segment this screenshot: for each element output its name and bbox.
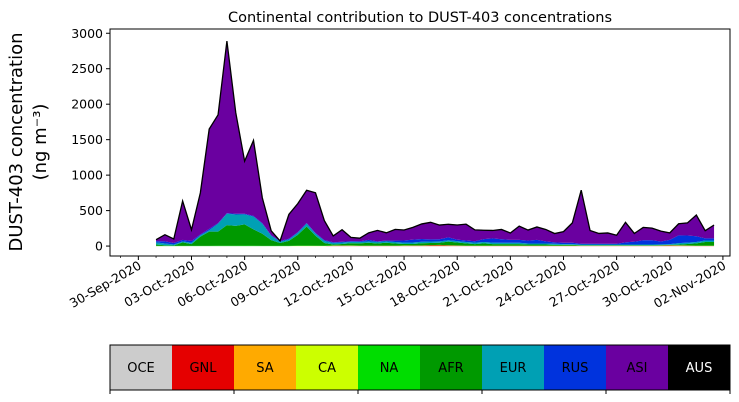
area-ca bbox=[156, 245, 715, 247]
legend-label-rus: RUS bbox=[562, 361, 589, 376]
legend-label-asi: ASI bbox=[627, 361, 648, 376]
area-na bbox=[156, 244, 715, 247]
chart-title: Continental contribution to DUST-403 con… bbox=[228, 10, 612, 26]
y-tick-label: 0 bbox=[95, 239, 103, 254]
legend-label-sa: SA bbox=[256, 361, 273, 376]
legend-swatch-gnl bbox=[172, 345, 235, 390]
legend-swatch-afr bbox=[420, 345, 483, 390]
legend-label-gnl: GNL bbox=[189, 361, 217, 376]
legend-label-ca: CA bbox=[318, 361, 336, 376]
y-tick-label: 1500 bbox=[71, 132, 103, 147]
legend-border bbox=[109, 344, 731, 391]
area-afr bbox=[156, 224, 715, 246]
y-tick-label: 500 bbox=[79, 203, 103, 218]
area-asi bbox=[156, 41, 715, 244]
legend-swatch-na bbox=[358, 345, 421, 390]
legend-label-afr: AFR bbox=[438, 361, 463, 376]
y-axis-ticks: 0 500 1000 1500 2000 2500 3000 bbox=[71, 26, 110, 254]
legend-swatch-sa bbox=[234, 345, 297, 390]
x-axis-ticks: 30-Sep-202003-Oct-202006-Oct-202009-Oct-… bbox=[67, 256, 728, 311]
legend-label-eur: EUR bbox=[500, 361, 527, 376]
area-gnl bbox=[156, 245, 715, 247]
plot-frame bbox=[109, 28, 731, 257]
total-line bbox=[155, 40, 715, 243]
plot-border bbox=[109, 28, 731, 257]
y-axis-unit-label: (ng m⁻³) bbox=[30, 104, 51, 181]
legend-swatch-asi bbox=[606, 345, 669, 390]
y-tick-label: 2500 bbox=[71, 61, 103, 76]
legend-label-na: NA bbox=[380, 361, 399, 376]
legend: OCE GNL SA CA NA AFR EUR RUS ASI AUS bbox=[109, 344, 731, 394]
legend-label-aus: AUS bbox=[686, 361, 713, 376]
area-rus bbox=[156, 213, 715, 245]
y-axis-label: DUST-403 concentration bbox=[6, 32, 27, 251]
y-tick-label: 2000 bbox=[71, 97, 103, 112]
legend-swatch-eur bbox=[482, 345, 545, 390]
legend-swatch-rus bbox=[544, 345, 607, 390]
legend-swatch-aus bbox=[668, 345, 731, 390]
y-tick-label: 3000 bbox=[71, 26, 103, 41]
stacked-areas bbox=[155, 40, 715, 247]
legend-swatch-ca bbox=[296, 345, 359, 390]
area-sa bbox=[156, 245, 715, 247]
legend-label-oce: OCE bbox=[127, 361, 155, 376]
y-tick-label: 1000 bbox=[71, 168, 103, 183]
legend-swatch-oce bbox=[110, 345, 173, 390]
